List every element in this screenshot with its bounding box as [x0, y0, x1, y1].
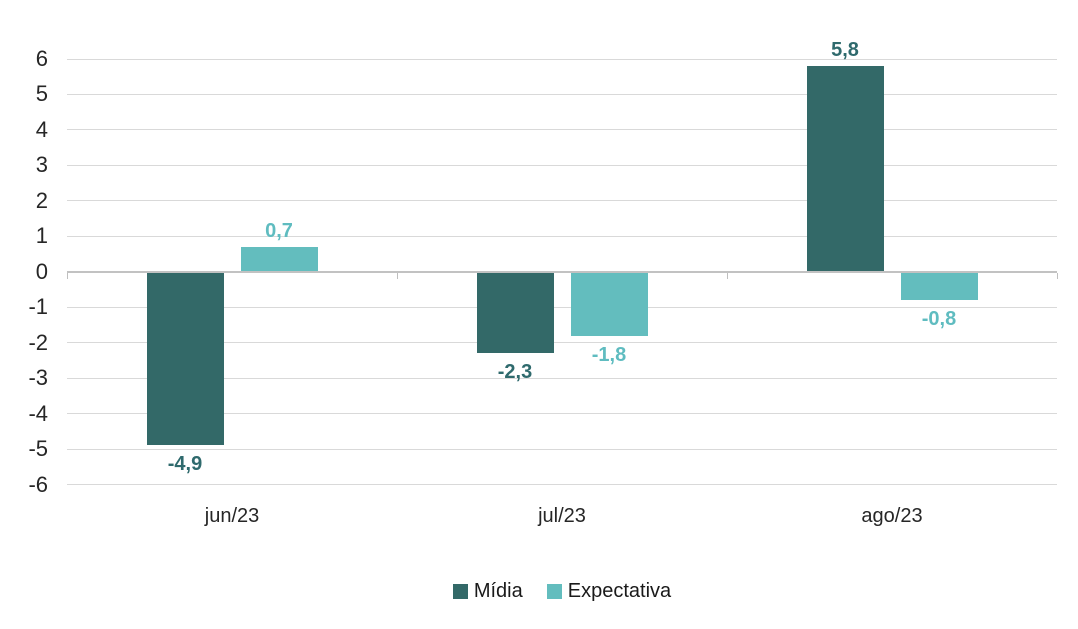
gridline — [67, 413, 1057, 415]
x-axis-label: ago/23 — [861, 505, 923, 527]
y-axis-tick-label: 4 — [35, 116, 48, 142]
bar-midia — [146, 271, 224, 446]
x-axis-tick — [67, 272, 68, 279]
bar-expectativa — [240, 246, 318, 272]
data-label: 0,7 — [265, 219, 293, 242]
gridline — [67, 93, 1057, 95]
legend-label: Expectativa — [567, 580, 672, 602]
gridline — [67, 377, 1057, 379]
y-axis-tick-label: -4 — [28, 400, 48, 426]
bar-expectativa — [570, 271, 648, 336]
y-axis-tick-label: -1 — [28, 294, 48, 320]
data-label: -1,8 — [591, 343, 627, 366]
gridline — [67, 342, 1057, 344]
y-axis-tick-label: 3 — [35, 152, 48, 178]
x-axis-label: jul/23 — [538, 505, 586, 527]
y-axis-tick-label: 0 — [35, 258, 48, 284]
legend-item-expectativa: Expectativa — [546, 579, 672, 603]
gridline — [67, 58, 1057, 60]
legend-label: Mídia — [473, 580, 523, 602]
data-label: 5,8 — [831, 39, 859, 62]
data-label: -2,3 — [497, 361, 533, 384]
data-label: -0,8 — [921, 308, 957, 331]
y-axis-tick-label: -5 — [28, 436, 48, 462]
legend-item-midia: Mídia — [452, 579, 523, 603]
y-axis-tick-label: -3 — [28, 365, 48, 391]
gridline — [67, 484, 1057, 485]
gridline — [67, 164, 1057, 166]
y-axis-tick-label: 1 — [35, 223, 48, 249]
x-axis-line — [67, 270, 1057, 273]
y-axis-tick-label: 6 — [35, 46, 48, 71]
gridline — [67, 235, 1057, 237]
legend: Mídia Expectativa — [67, 576, 1057, 606]
gridline — [67, 448, 1057, 450]
data-label: -4,9 — [167, 453, 203, 476]
y-axis-tick-label: 2 — [35, 187, 48, 213]
y-axis-tick-label: -6 — [28, 471, 48, 497]
legend-swatch — [452, 583, 468, 599]
y-axis-tick-label: -2 — [28, 329, 48, 355]
gridline — [67, 306, 1057, 308]
legend-swatch — [546, 583, 562, 599]
x-axis-tick — [1057, 272, 1058, 279]
x-axis-tick — [727, 272, 728, 279]
x-axis-tick — [397, 272, 398, 279]
bar-midia — [476, 271, 554, 354]
x-axis-label: jun/23 — [204, 505, 260, 527]
gridline — [67, 200, 1057, 202]
bar-expectativa — [900, 271, 978, 301]
gridline — [67, 129, 1057, 131]
bar-midia — [806, 66, 884, 272]
y-axis-tick-label: 5 — [35, 81, 48, 107]
